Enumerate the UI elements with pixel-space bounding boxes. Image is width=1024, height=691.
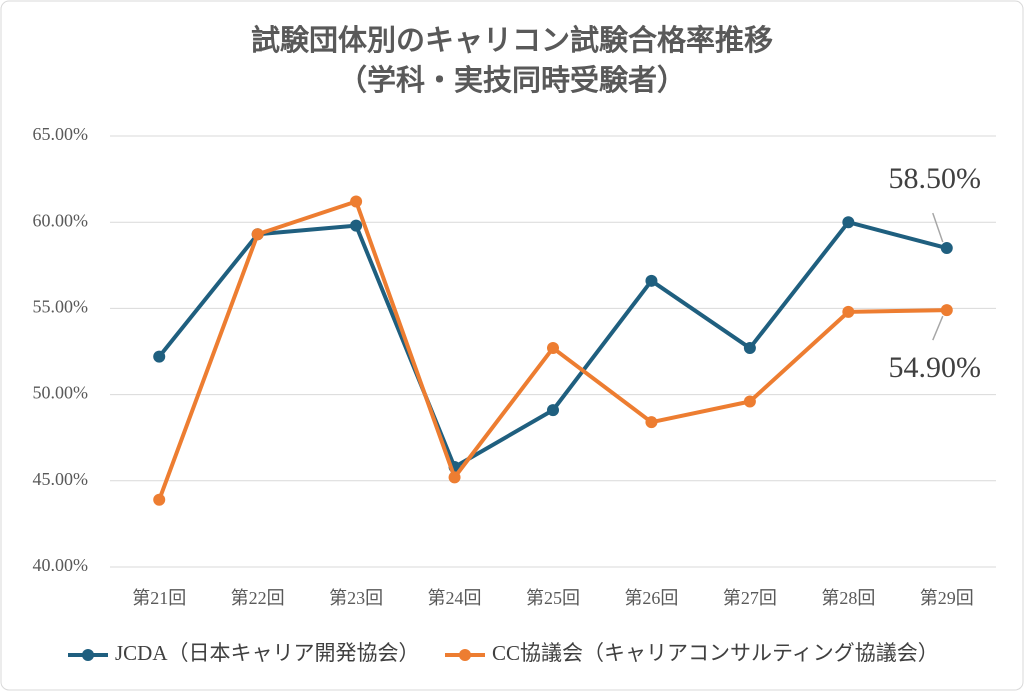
y-tick-label: 60.00% (33, 210, 89, 230)
data-point (940, 304, 953, 317)
x-tick-label: 第29回 (920, 588, 974, 608)
data-point (842, 305, 855, 318)
y-tick-label: 40.00% (33, 555, 89, 575)
x-tick-label: 第21回 (132, 588, 186, 608)
label-leader (932, 315, 944, 341)
data-point (842, 216, 855, 229)
data-point (153, 350, 166, 363)
data-point (645, 274, 658, 287)
x-tick-label: 第26回 (624, 588, 678, 608)
y-tick-label: 55.00% (33, 297, 89, 317)
x-tick-label: 第23回 (329, 588, 383, 608)
x-tick-label: 第28回 (821, 588, 875, 608)
data-label: 54.90% (889, 351, 982, 384)
data-label: 58.50% (889, 162, 982, 195)
chart-subtitle: （学科・実技同時受験者） (338, 63, 686, 97)
data-point (350, 195, 363, 208)
data-point (547, 342, 559, 355)
y-tick-label: 45.00% (33, 469, 89, 489)
label-leader (932, 212, 944, 243)
legend-label: JCDA（日本キャリア開発協会） (115, 641, 420, 665)
legend-marker (459, 649, 471, 661)
x-tick-label: 第22回 (231, 588, 285, 608)
data-point (547, 404, 559, 417)
data-point (743, 395, 756, 408)
chart-title: 試験団体別のキャリコン試験合格率推移 (251, 23, 773, 57)
y-tick-label: 50.00% (33, 383, 89, 403)
data-point (940, 242, 953, 255)
x-tick-label: 第27回 (723, 588, 777, 608)
data-point (251, 228, 264, 241)
data-point (448, 471, 461, 484)
data-point (743, 342, 756, 355)
x-tick-label: 第24回 (428, 588, 482, 608)
legend-label: CC協議会（キャリアコンサルティング協議会） (492, 641, 939, 665)
x-tick-label: 第25回 (526, 588, 580, 608)
data-point (645, 416, 658, 429)
y-tick-label: 65.00% (33, 124, 89, 144)
legend-marker (82, 649, 94, 661)
data-point (153, 493, 166, 506)
data-point (350, 219, 363, 232)
